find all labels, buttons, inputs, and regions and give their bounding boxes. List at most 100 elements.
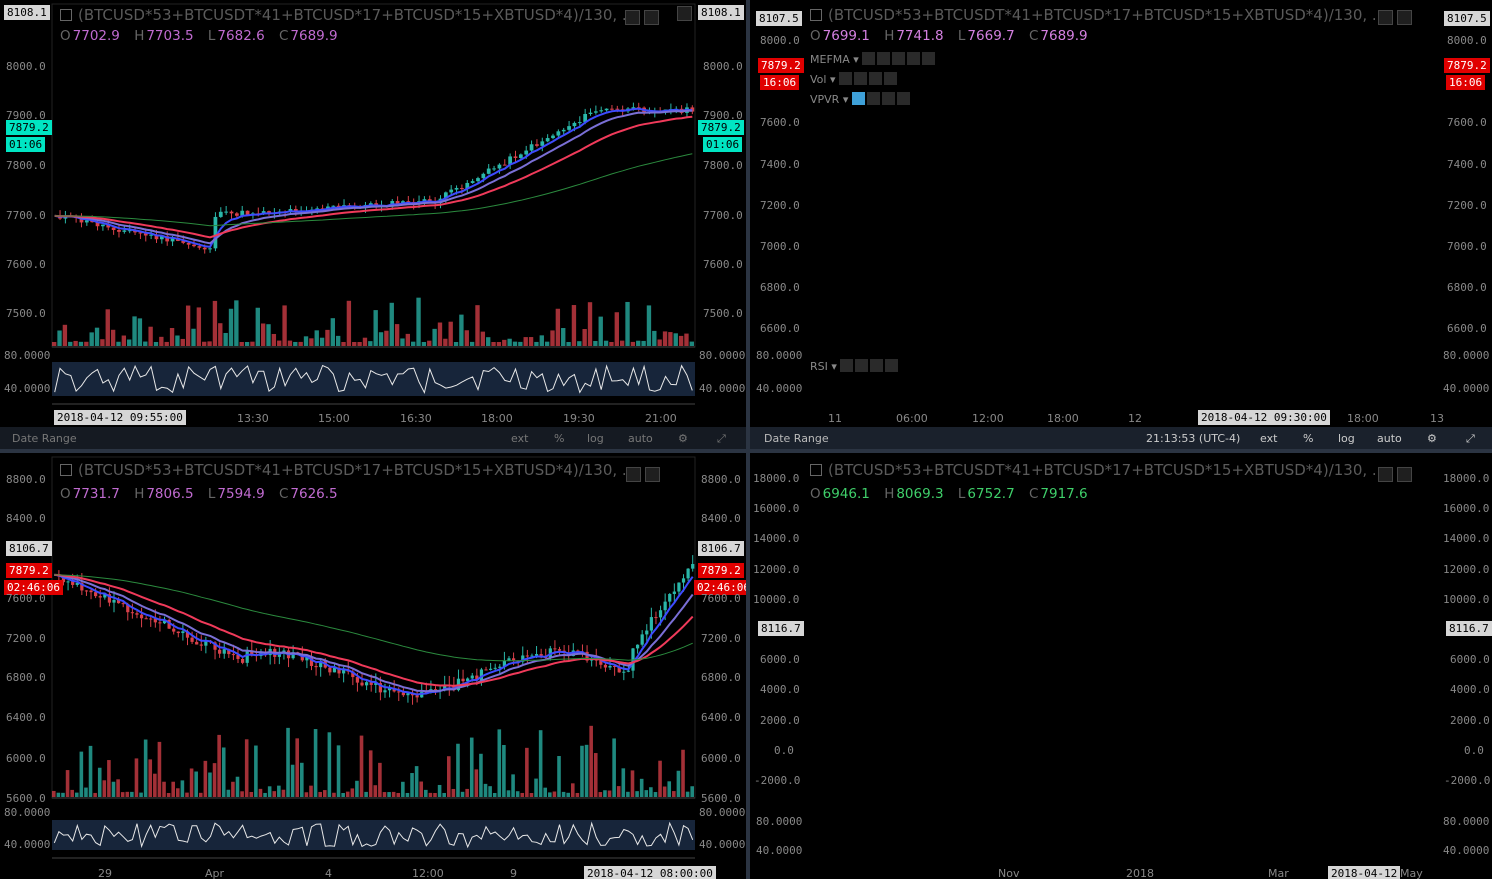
time-label: 2018: [1126, 867, 1154, 879]
volume-bar: [511, 774, 515, 797]
settings-icon[interactable]: [645, 467, 660, 482]
volume-bar: [309, 338, 314, 346]
volume-bar: [507, 338, 512, 346]
percent-button[interactable]: %: [1303, 432, 1314, 445]
candle-body: [622, 671, 626, 673]
countdown-tag: 01:06: [703, 137, 743, 152]
indicator-vol[interactable]: Vol ▾: [810, 72, 899, 86]
volume-bar: [414, 766, 419, 797]
candle-body: [476, 178, 480, 182]
candle-body: [454, 187, 459, 190]
volume-bar: [84, 341, 89, 346]
fullscreen-icon[interactable]: ⤢: [1466, 432, 1475, 445]
price-scale-top-tag: 8106.7: [6, 541, 52, 556]
price-label: 6400.0: [701, 711, 741, 724]
indicator-mefma[interactable]: MEFMA ▾: [810, 52, 937, 66]
chart-pane-bottom-left[interactable]: (BTCUSD*53+BTCUSDT*41+BTCUSD*17+BTCUSD*1…: [0, 453, 746, 879]
price-label: 7800.0: [6, 159, 46, 172]
settings-icon[interactable]: [1397, 467, 1412, 482]
log-button[interactable]: log: [587, 432, 604, 445]
volume-bar: [512, 341, 518, 346]
gear-icon[interactable]: ⚙: [1427, 432, 1437, 445]
volume-bar: [475, 305, 480, 346]
candle-body: [66, 581, 70, 583]
settings-icon[interactable]: [1397, 10, 1412, 25]
candle-body: [572, 122, 577, 127]
volume-bar: [231, 781, 235, 797]
auto-button[interactable]: auto: [628, 432, 653, 445]
chart-pane-top-left[interactable]: (BTCUSD*53+BTCUSDT*41+BTCUSD*17+BTCUSD*1…: [0, 0, 746, 427]
volume-bar: [263, 792, 267, 797]
date-range-button[interactable]: Date Range: [764, 432, 829, 445]
fullscreen-icon[interactable]: ⤢: [717, 432, 726, 445]
price-chart-top-left[interactable]: [0, 0, 746, 427]
volume-bar: [437, 784, 442, 797]
chart-pane-bottom-right[interactable]: (BTCUSD*53+BTCUSDT*41+BTCUSD*17+BTCUSD*1…: [750, 453, 1492, 879]
collapse-icon[interactable]: [810, 464, 822, 476]
volume-bar: [218, 323, 223, 346]
candle-body: [240, 658, 245, 663]
volume-bar: [368, 750, 373, 797]
volume-bar: [287, 340, 293, 346]
indicator-rsi[interactable]: RSI ▾: [810, 359, 900, 373]
collapse-icon[interactable]: [810, 9, 822, 21]
candle-body: [599, 110, 604, 112]
price-chart-bottom-left[interactable]: [0, 453, 746, 879]
settings-icon[interactable]: [644, 10, 659, 25]
ext-button[interactable]: ext: [1260, 432, 1278, 445]
candle-body: [234, 213, 239, 216]
last-price-tag: 7879.2: [758, 58, 804, 73]
chart-pane-top-right[interactable]: (BTCUSD*53+BTCUSDT*41+BTCUSD*17+BTCUSD*1…: [750, 0, 1492, 427]
price-label: 7900.0: [6, 109, 46, 122]
settings-icon[interactable]: [1378, 467, 1393, 482]
candle-body: [144, 618, 148, 620]
add-icon[interactable]: [677, 6, 692, 21]
auto-button[interactable]: auto: [1377, 432, 1402, 445]
candle-body: [475, 675, 479, 681]
volume-bar: [575, 792, 580, 797]
time-label: 18:00: [481, 412, 513, 425]
price-label: 16000.0: [1443, 502, 1490, 515]
log-button[interactable]: log: [1338, 432, 1355, 445]
volume-bar: [79, 751, 84, 797]
date-range-button[interactable]: Date Range: [12, 432, 77, 445]
candle-body: [470, 181, 475, 183]
symbol-title: (BTCUSD*53+BTCUSDT*41+BTCUSD*17+BTCUSD*1…: [60, 461, 636, 479]
volume-bar: [442, 792, 446, 797]
volume-bar: [322, 790, 327, 797]
settings-icon[interactable]: [625, 10, 640, 25]
volume-bar: [357, 341, 362, 346]
ext-button[interactable]: ext: [511, 432, 529, 445]
candle-body: [117, 229, 121, 232]
volume-bar: [166, 793, 171, 797]
settings-icon[interactable]: [1378, 10, 1393, 25]
candle-body: [218, 211, 223, 217]
volume-bar: [65, 770, 70, 797]
volume-bar: [313, 729, 318, 797]
volume-bar: [282, 305, 287, 346]
percent-button[interactable]: %: [554, 432, 565, 445]
settings-icon[interactable]: [626, 467, 641, 482]
ohlc-readout: O 7731.7 H 7806.5 L 7594.9 C 7626.5: [60, 486, 338, 502]
collapse-icon[interactable]: [60, 464, 72, 476]
time-label: 18:00: [1047, 412, 1079, 425]
volume-bar: [566, 792, 570, 797]
rsi-label: 40.0000: [1443, 382, 1490, 395]
indicator-vpvr[interactable]: VPVR ▾: [810, 92, 912, 106]
price-chart-bottom-right[interactable]: [750, 453, 1492, 879]
volume-bar: [557, 756, 561, 797]
gear-icon[interactable]: ⚙: [678, 432, 688, 445]
candle-body: [360, 682, 364, 686]
volume-bar: [52, 341, 57, 346]
collapse-icon[interactable]: [60, 9, 72, 21]
volume-bar: [437, 322, 443, 346]
candle-body: [649, 617, 653, 631]
candle-body: [336, 205, 341, 208]
pane-divider[interactable]: [0, 449, 1492, 453]
ema-fast-line: [54, 107, 693, 248]
candle-body: [84, 220, 89, 223]
pane-divider[interactable]: [746, 0, 750, 879]
volume-bar: [61, 792, 65, 797]
last-price-tag: 7879.2: [6, 120, 52, 135]
candle-body: [539, 654, 543, 658]
